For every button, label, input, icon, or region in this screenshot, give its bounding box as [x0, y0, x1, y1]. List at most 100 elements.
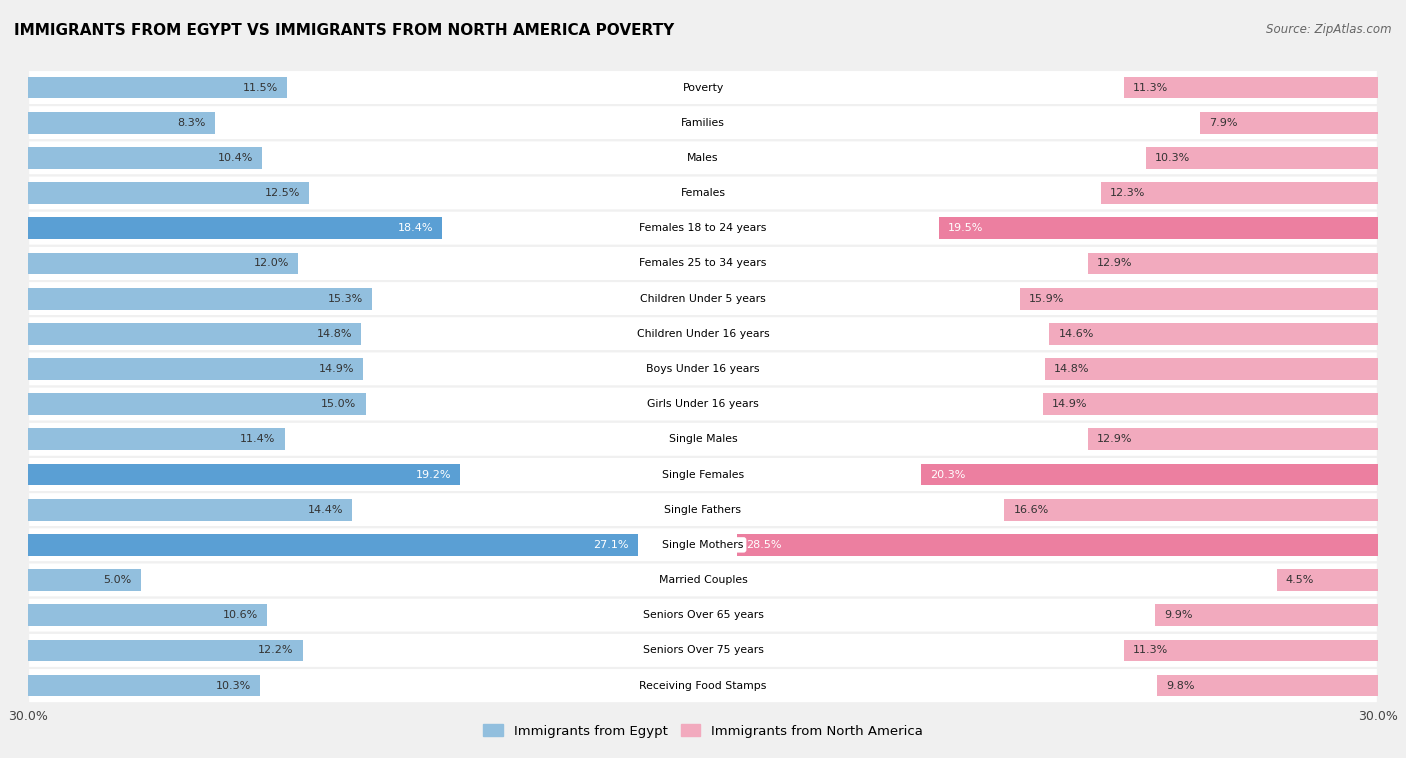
- Text: 15.3%: 15.3%: [328, 293, 363, 304]
- Bar: [28, 464, 460, 485]
- Text: 16.6%: 16.6%: [1014, 505, 1049, 515]
- Text: 11.3%: 11.3%: [1133, 83, 1168, 92]
- Text: 12.5%: 12.5%: [264, 188, 301, 198]
- FancyBboxPatch shape: [28, 562, 1378, 597]
- Text: 28.5%: 28.5%: [745, 540, 782, 550]
- FancyBboxPatch shape: [28, 633, 1378, 668]
- Text: Source: ZipAtlas.com: Source: ZipAtlas.com: [1267, 23, 1392, 36]
- Text: 14.8%: 14.8%: [316, 329, 352, 339]
- Bar: [28, 534, 638, 556]
- FancyBboxPatch shape: [28, 246, 1378, 281]
- Bar: [921, 464, 1378, 485]
- Bar: [28, 77, 287, 99]
- Bar: [1049, 323, 1378, 345]
- Text: 11.3%: 11.3%: [1133, 645, 1168, 656]
- Bar: [28, 499, 352, 521]
- Text: 10.4%: 10.4%: [218, 153, 253, 163]
- Bar: [1156, 604, 1378, 626]
- FancyBboxPatch shape: [28, 597, 1378, 633]
- Text: 14.8%: 14.8%: [1054, 364, 1090, 374]
- Bar: [1088, 252, 1378, 274]
- Bar: [1146, 147, 1378, 169]
- Text: Single Females: Single Females: [662, 469, 744, 480]
- Text: Children Under 5 years: Children Under 5 years: [640, 293, 766, 304]
- FancyBboxPatch shape: [28, 387, 1378, 421]
- Text: IMMIGRANTS FROM EGYPT VS IMMIGRANTS FROM NORTH AMERICA POVERTY: IMMIGRANTS FROM EGYPT VS IMMIGRANTS FROM…: [14, 23, 675, 38]
- FancyBboxPatch shape: [28, 211, 1378, 246]
- Text: 12.3%: 12.3%: [1111, 188, 1146, 198]
- Bar: [28, 675, 260, 697]
- FancyBboxPatch shape: [28, 105, 1378, 140]
- FancyBboxPatch shape: [28, 176, 1378, 211]
- Text: Children Under 16 years: Children Under 16 years: [637, 329, 769, 339]
- Text: 10.6%: 10.6%: [222, 610, 257, 620]
- Bar: [28, 569, 141, 591]
- Text: Single Males: Single Males: [669, 434, 737, 444]
- Text: Families: Families: [681, 117, 725, 128]
- Text: 5.0%: 5.0%: [104, 575, 132, 585]
- Text: 12.0%: 12.0%: [253, 258, 290, 268]
- Text: Girls Under 16 years: Girls Under 16 years: [647, 399, 759, 409]
- Text: 19.2%: 19.2%: [416, 469, 451, 480]
- Text: 12.9%: 12.9%: [1097, 434, 1132, 444]
- FancyBboxPatch shape: [28, 70, 1378, 105]
- Bar: [28, 358, 363, 380]
- FancyBboxPatch shape: [28, 281, 1378, 316]
- FancyBboxPatch shape: [28, 492, 1378, 528]
- Text: Males: Males: [688, 153, 718, 163]
- Bar: [939, 218, 1378, 240]
- Text: 12.2%: 12.2%: [259, 645, 294, 656]
- Bar: [28, 182, 309, 204]
- Bar: [1123, 77, 1378, 99]
- Bar: [28, 323, 361, 345]
- Text: 10.3%: 10.3%: [1156, 153, 1191, 163]
- Text: 14.4%: 14.4%: [308, 505, 343, 515]
- Text: Females 18 to 24 years: Females 18 to 24 years: [640, 224, 766, 233]
- Text: Single Fathers: Single Fathers: [665, 505, 741, 515]
- FancyBboxPatch shape: [28, 140, 1378, 176]
- Legend: Immigrants from Egypt, Immigrants from North America: Immigrants from Egypt, Immigrants from N…: [478, 719, 928, 743]
- Bar: [1101, 182, 1378, 204]
- Text: Married Couples: Married Couples: [658, 575, 748, 585]
- Bar: [28, 252, 298, 274]
- Bar: [28, 147, 262, 169]
- Text: 7.9%: 7.9%: [1209, 117, 1237, 128]
- FancyBboxPatch shape: [28, 316, 1378, 352]
- Text: 15.0%: 15.0%: [322, 399, 357, 409]
- Bar: [737, 534, 1378, 556]
- Text: 12.9%: 12.9%: [1097, 258, 1132, 268]
- Text: 18.4%: 18.4%: [398, 224, 433, 233]
- Text: 19.5%: 19.5%: [948, 224, 984, 233]
- Text: 9.8%: 9.8%: [1167, 681, 1195, 691]
- Text: 15.9%: 15.9%: [1029, 293, 1064, 304]
- Text: Seniors Over 65 years: Seniors Over 65 years: [643, 610, 763, 620]
- Bar: [28, 288, 373, 309]
- Bar: [1277, 569, 1378, 591]
- Bar: [1021, 288, 1378, 309]
- Text: 11.4%: 11.4%: [240, 434, 276, 444]
- Text: 27.1%: 27.1%: [593, 540, 628, 550]
- Bar: [28, 604, 267, 626]
- Text: Females 25 to 34 years: Females 25 to 34 years: [640, 258, 766, 268]
- Text: 14.6%: 14.6%: [1059, 329, 1094, 339]
- Text: 4.5%: 4.5%: [1285, 575, 1315, 585]
- Text: Seniors Over 75 years: Seniors Over 75 years: [643, 645, 763, 656]
- Bar: [1045, 358, 1378, 380]
- FancyBboxPatch shape: [28, 668, 1378, 703]
- Bar: [28, 112, 215, 133]
- Text: 14.9%: 14.9%: [1052, 399, 1087, 409]
- Text: Receiving Food Stamps: Receiving Food Stamps: [640, 681, 766, 691]
- FancyBboxPatch shape: [28, 352, 1378, 387]
- Bar: [28, 428, 284, 450]
- Text: Single Mothers: Single Mothers: [662, 540, 744, 550]
- Text: 9.9%: 9.9%: [1164, 610, 1192, 620]
- Text: 10.3%: 10.3%: [215, 681, 250, 691]
- Text: Poverty: Poverty: [682, 83, 724, 92]
- Bar: [28, 640, 302, 661]
- Bar: [1004, 499, 1378, 521]
- Text: 8.3%: 8.3%: [177, 117, 205, 128]
- FancyBboxPatch shape: [28, 421, 1378, 457]
- Bar: [28, 393, 366, 415]
- Bar: [28, 218, 441, 240]
- Bar: [1157, 675, 1378, 697]
